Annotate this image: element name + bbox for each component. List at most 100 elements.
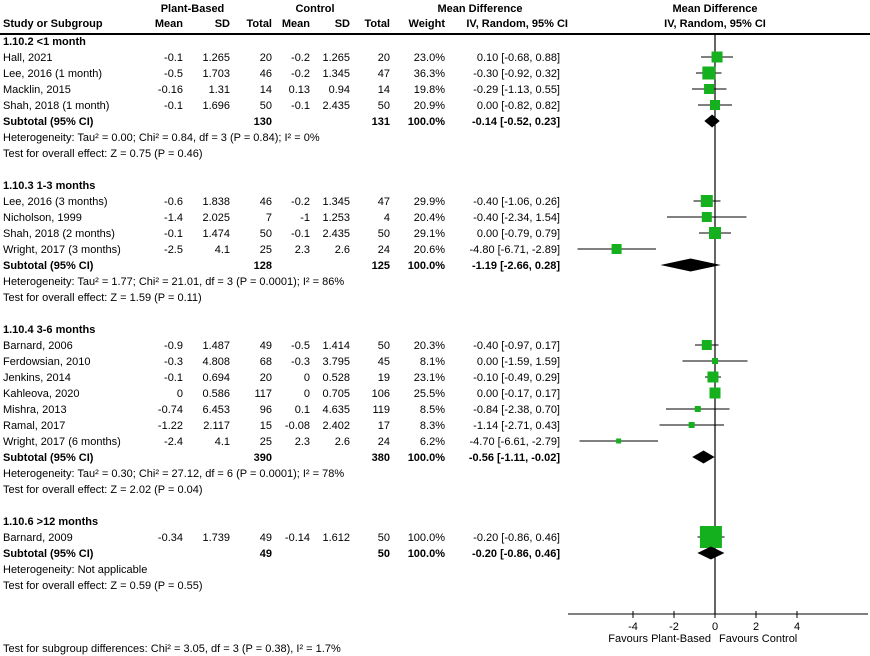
- ctrl-mean-cell: -1: [300, 212, 310, 224]
- weight-cell: 36.3%: [413, 68, 445, 80]
- study-name-cell: Jenkins, 2014: [3, 372, 71, 384]
- pb-sd-cell: 6.453: [202, 404, 230, 416]
- subgroup-title: 1.10.3 1-3 months: [3, 180, 96, 192]
- ctrl-mean-cell: -0.1: [291, 100, 310, 112]
- study-name-cell: Nicholson, 1999: [3, 212, 82, 224]
- ctrl-sd-cell: 1.345: [322, 68, 350, 80]
- ci-cell: 0.00 [-1.59, 1.59]: [476, 356, 560, 368]
- subgroup-difference-test: Test for subgroup differences: Chi² = 3.…: [3, 643, 341, 655]
- study-name-cell: Barnard, 2009: [3, 532, 73, 544]
- ctrl-mean-cell: 2.3: [294, 244, 310, 256]
- effect-header-right: Mean Difference: [672, 3, 758, 15]
- study-row: Lee, 2016 (1 month) -0.5 1.703 46 -0.2 1.345 4…: [0, 66, 568, 82]
- weight-cell: 8.1%: [419, 356, 445, 368]
- pb-sd-cell: 1.696: [202, 100, 230, 112]
- ctrl-mean-cell: -0.14: [284, 532, 310, 544]
- favours-right-label: Favours Control: [719, 633, 798, 645]
- heterogeneity-row: Heterogeneity: Tau² = 1.77; Chi² = 21.01…: [0, 274, 568, 290]
- spacer-row: [0, 594, 568, 610]
- pb-sd-cell: 1.474: [202, 228, 230, 240]
- weight-cell: 100.0%: [407, 116, 445, 128]
- pb-mean-cell: -2.4: [164, 436, 183, 448]
- study-row: Hall, 2021 -0.1 1.265 20 -0.2 1.265 20 23.0% 0.1…: [0, 50, 568, 66]
- study-name-cell: Macklin, 2015: [3, 84, 71, 96]
- ci-cell: 0.00 [-0.17, 0.17]: [476, 388, 560, 400]
- overall-effect-text: Test for overall effect: Z = 0.59 (P = 0…: [3, 580, 203, 592]
- ctrl-total-cell: 50: [377, 228, 390, 240]
- overall-effect-row: Test for overall effect: Z = 0.59 (P = 0…: [0, 578, 568, 594]
- ctrl-total-cell: 24: [377, 436, 390, 448]
- ctrl-total-cell: 50: [377, 340, 390, 352]
- spacer-row: [0, 306, 568, 322]
- ctrl-sd-cell: 0.94: [328, 84, 350, 96]
- study-name-cell: Kahleova, 2020: [3, 388, 80, 400]
- overall-effect-row: Test for overall effect: Z = 2.02 (P = 0…: [0, 482, 568, 498]
- weight-cell: 100.0%: [407, 452, 445, 464]
- pb-total-cell: 46: [259, 196, 272, 208]
- ctrl-sd-cell: 2.402: [322, 420, 350, 432]
- study-row: Ferdowsian, 2010 -0.3 4.808 68 -0.3 3.795 45 8.…: [0, 354, 568, 370]
- pb-total-cell: 15: [259, 420, 272, 432]
- spacer-row: [0, 162, 568, 178]
- ci-cell: -0.30 [-0.92, 0.32]: [473, 68, 560, 80]
- weight-cell: 8.5%: [419, 404, 445, 416]
- col-header-method-left: IV, Random, 95% CI: [466, 18, 568, 30]
- overall-effect-row: Test for overall effect: Z = 1.59 (P = 0…: [0, 290, 568, 306]
- ctrl-sd-cell: 3.795: [322, 356, 350, 368]
- ci-cell: -0.20 [-0.86, 0.46]: [473, 532, 560, 544]
- pb-total-cell: 25: [259, 436, 272, 448]
- group-header-control: Control: [295, 3, 335, 15]
- study-row: Shah, 2018 (2 months) -0.1 1.474 50 -0.1 2.43…: [0, 226, 568, 242]
- subgroup-title-row: 1.10.2 <1 month: [0, 34, 568, 50]
- ctrl-total-cell: 24: [377, 244, 390, 256]
- weight-cell: 20.4%: [413, 212, 445, 224]
- study-name-cell: Ferdowsian, 2010: [3, 356, 91, 368]
- pb-mean-cell: -0.16: [157, 84, 183, 96]
- study-name-cell: Hall, 2021: [3, 52, 53, 64]
- pb-total-cell: 46: [259, 68, 272, 80]
- ctrl-sd-cell: 2.6: [334, 244, 350, 256]
- ci-cell: -0.40 [-1.06, 0.26]: [473, 196, 560, 208]
- effect-square: [702, 66, 716, 80]
- ctrl-sd-cell: 1.265: [322, 52, 350, 64]
- pb-sd-cell: 1.487: [202, 340, 230, 352]
- ctrl-sd-cell: 2.6: [334, 436, 350, 448]
- ctrl-total-cell: 125: [371, 260, 390, 272]
- pb-mean-cell: -0.74: [157, 404, 183, 416]
- col-header-study: Study or Subgroup: [3, 18, 103, 30]
- effect-square: [688, 422, 695, 428]
- pb-sd-cell: 4.1: [214, 436, 230, 448]
- effect-header-left: Mean Difference: [437, 3, 523, 15]
- heterogeneity-row: Heterogeneity: Tau² = 0.00; Chi² = 0.84,…: [0, 130, 568, 146]
- study-row: Barnard, 2006 -0.9 1.487 49 -0.5 1.414 50 20.3%…: [0, 338, 568, 354]
- weight-cell: 100.0%: [407, 548, 445, 560]
- ci-cell: 0.10 [-0.68, 0.88]: [476, 52, 560, 64]
- ci-cell: -4.70 [-6.61, -2.79]: [469, 436, 561, 448]
- ci-cell: -1.19 [-2.66, 0.28]: [471, 260, 560, 272]
- pb-sd-cell: 0.694: [202, 372, 230, 384]
- ctrl-mean-cell: -0.5: [291, 340, 310, 352]
- pb-mean-cell: -0.34: [157, 532, 183, 544]
- pb-mean-cell: -1.4: [164, 212, 183, 224]
- col-header-weight: Weight: [408, 18, 445, 30]
- heterogeneity-text: Heterogeneity: Tau² = 0.00; Chi² = 0.84,…: [3, 132, 320, 144]
- study-name-cell: Wright, 2017 (3 months): [3, 244, 121, 256]
- study-row: Kahleova, 2020 0 0.586 117 0 0.705 106 25.5% 0.0…: [0, 386, 568, 402]
- pb-total-cell: 130: [253, 116, 272, 128]
- ci-cell: -4.80 [-6.71, -2.89]: [469, 244, 561, 256]
- study-name-cell: Lee, 2016 (1 month): [3, 68, 103, 80]
- effect-square: [701, 340, 712, 350]
- weight-cell: 8.3%: [419, 420, 445, 432]
- effect-square: [707, 371, 719, 383]
- pb-mean-cell: -0.1: [164, 228, 183, 240]
- ci-cell: 0.00 [-0.79, 0.79]: [476, 228, 560, 240]
- ctrl-total-cell: 131: [371, 116, 390, 128]
- effect-square: [694, 406, 701, 412]
- effect-square: [712, 358, 718, 364]
- subgroup-title-row: 1.10.3 1-3 months: [0, 178, 568, 194]
- study-row: Shah, 2018 (1 month) -0.1 1.696 50 -0.1 2.435…: [0, 98, 568, 114]
- pb-sd-cell: 0.586: [202, 388, 230, 400]
- pb-total-cell: 390: [253, 452, 272, 464]
- ctrl-total-cell: 380: [371, 452, 390, 464]
